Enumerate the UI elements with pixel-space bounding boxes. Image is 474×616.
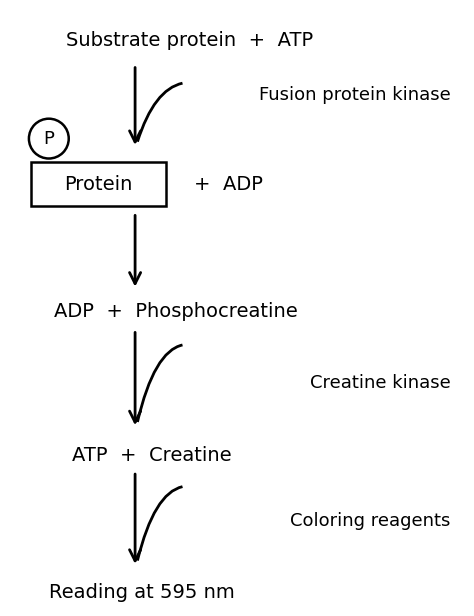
Text: ATP  +  Creatine: ATP + Creatine bbox=[72, 447, 231, 465]
Text: Substrate protein  +  ATP: Substrate protein + ATP bbox=[66, 31, 313, 49]
Text: +  ADP: + ADP bbox=[194, 175, 263, 193]
Text: Fusion protein kinase: Fusion protein kinase bbox=[258, 86, 450, 105]
Bar bbox=[31, 162, 166, 206]
Text: ADP  +  Phosphocreatine: ADP + Phosphocreatine bbox=[54, 302, 297, 320]
Text: Creatine kinase: Creatine kinase bbox=[310, 374, 450, 392]
Text: Reading at 595 nm: Reading at 595 nm bbox=[49, 583, 235, 602]
Text: Coloring reagents: Coloring reagents bbox=[290, 511, 450, 530]
Ellipse shape bbox=[29, 119, 69, 158]
Text: P: P bbox=[44, 129, 54, 148]
Text: Protein: Protein bbox=[64, 175, 133, 193]
